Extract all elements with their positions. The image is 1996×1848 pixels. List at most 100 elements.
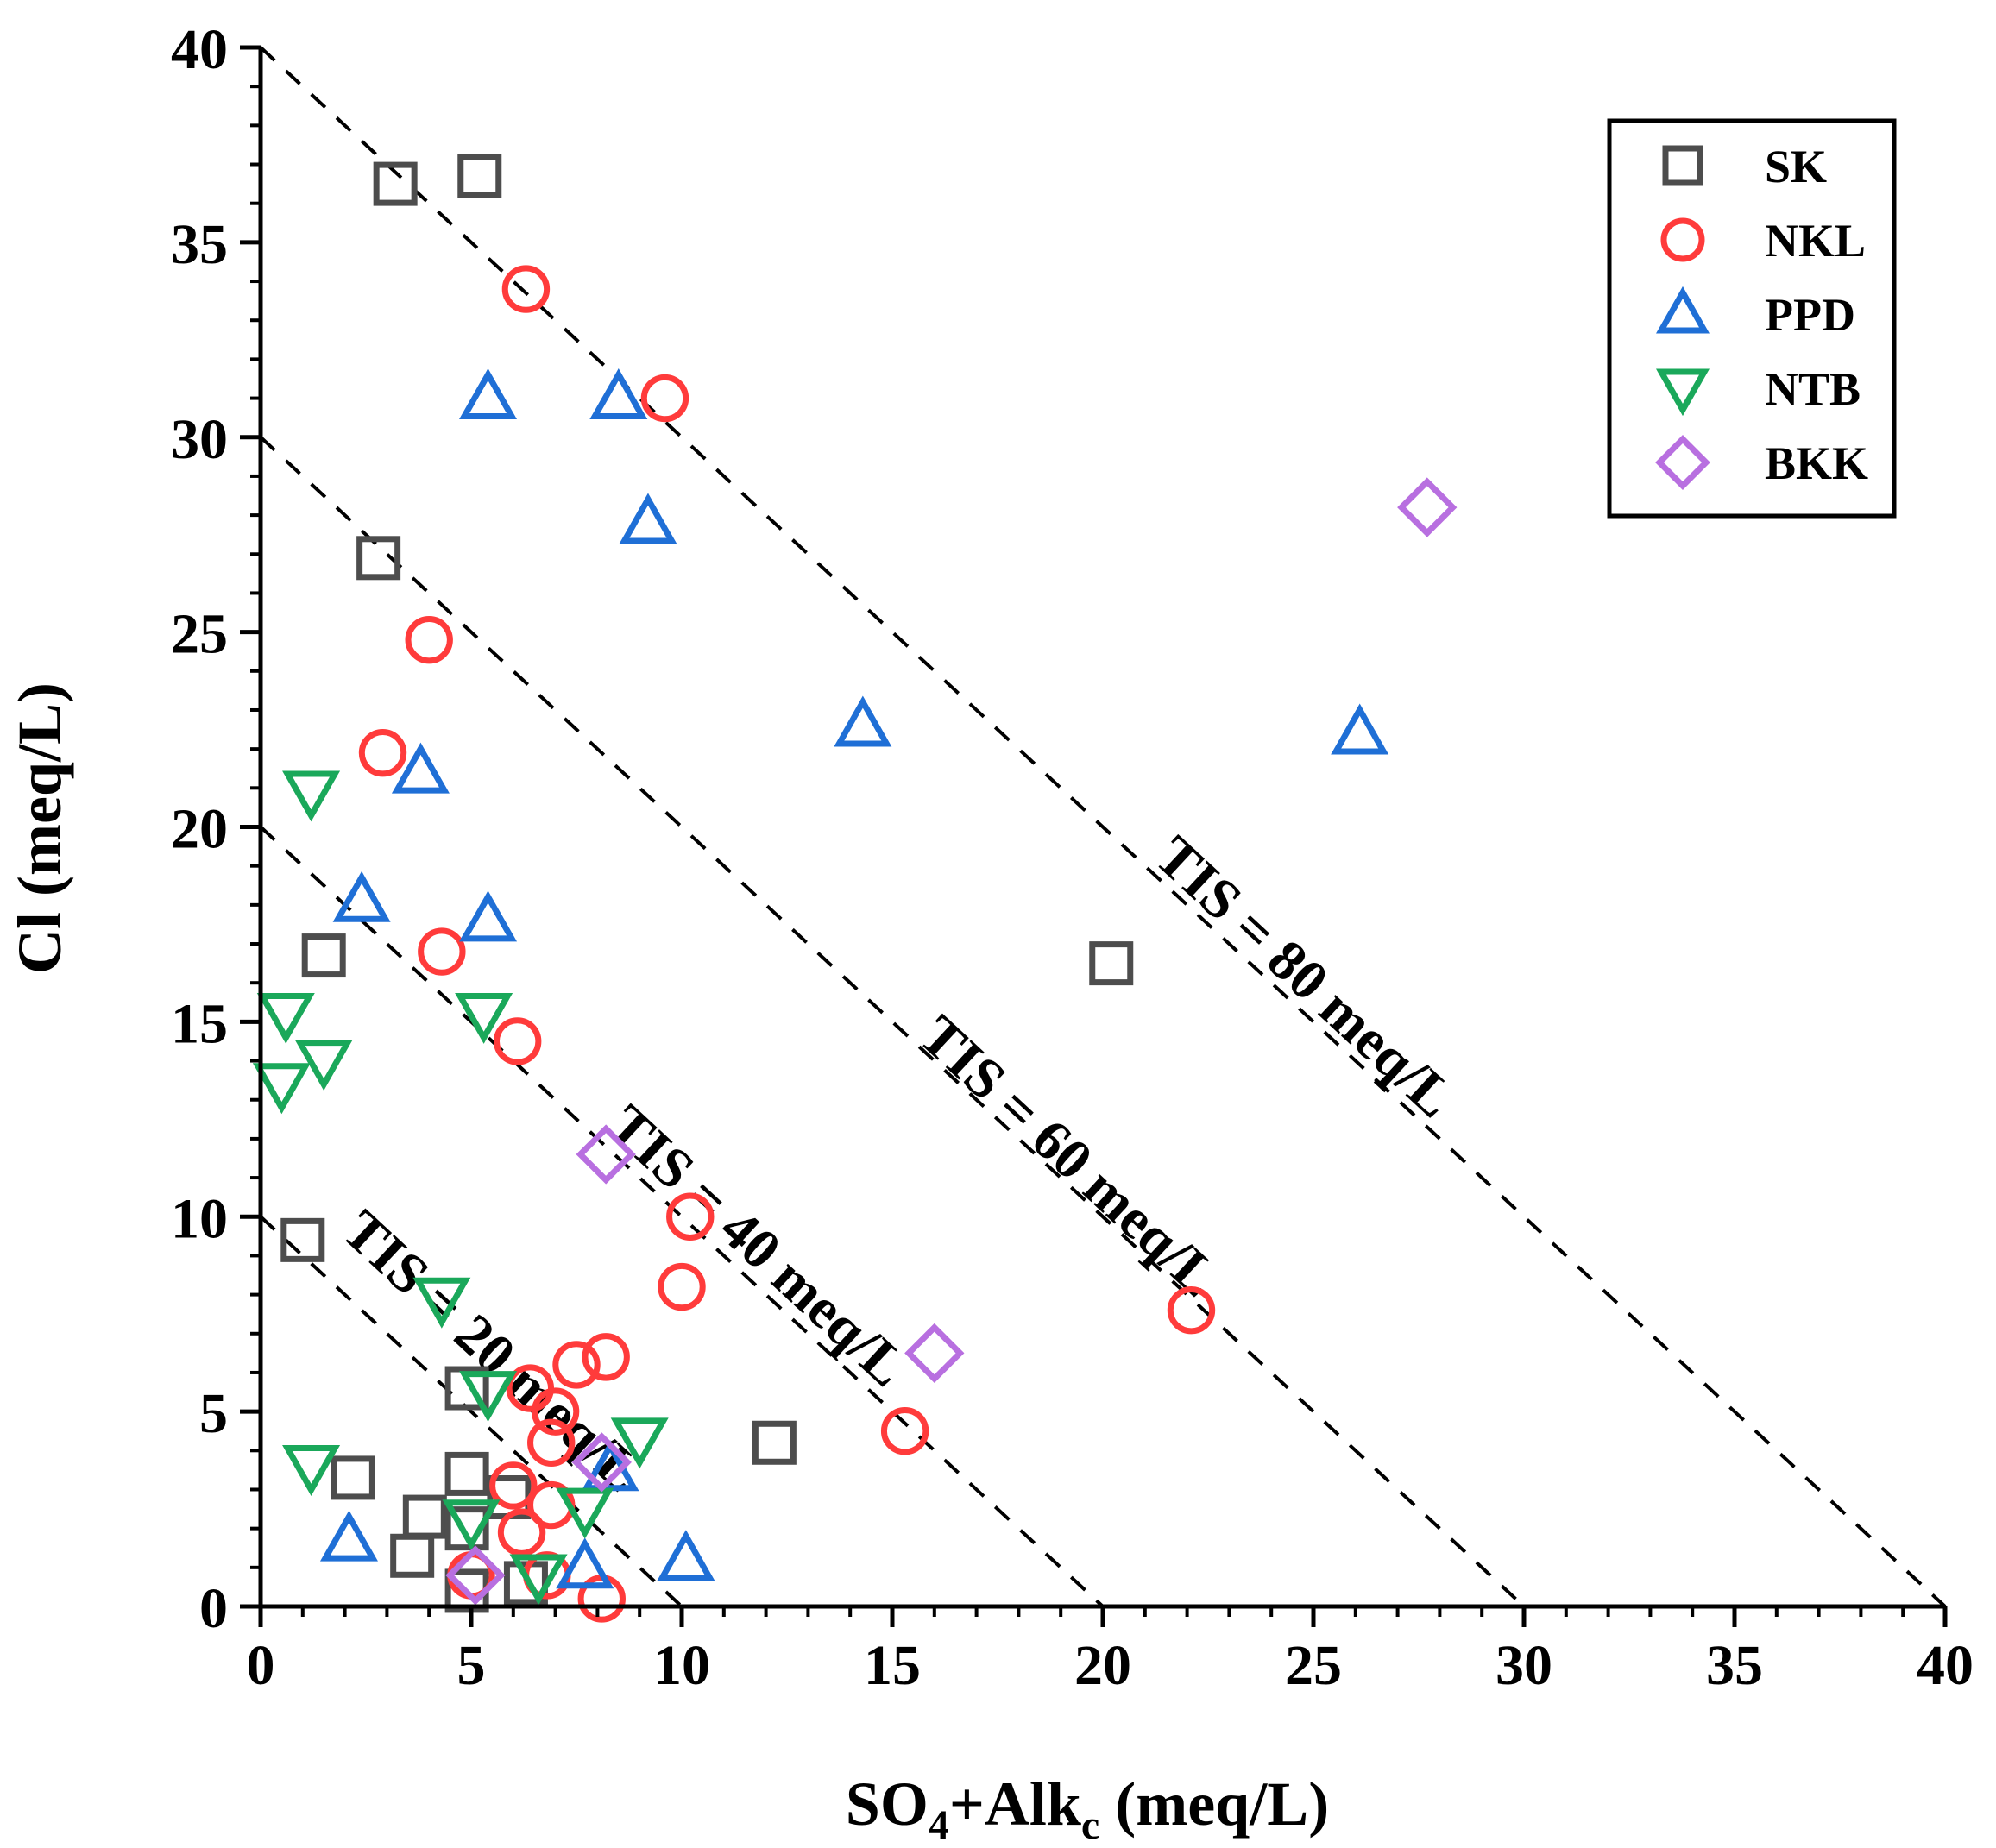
point-sk-4: [301, 933, 346, 978]
x-axis-title-sub2: c: [1081, 1802, 1099, 1848]
series-sk: [280, 154, 1134, 1613]
y-tick-label: 40: [171, 18, 228, 81]
point-nkl-2: [640, 374, 689, 423]
point-ntb-6: [412, 1277, 471, 1329]
point-ntb-12: [509, 1554, 568, 1606]
point-nkl-13: [531, 1387, 580, 1436]
point-ntb-2: [256, 992, 315, 1044]
point-ppd-11: [556, 1537, 614, 1589]
x-tick-label: 20: [1074, 1634, 1131, 1697]
point-ppd-1: [459, 368, 518, 419]
point-bkk-5: [445, 1545, 506, 1606]
point-sk-8: [752, 1420, 797, 1465]
y-tick-label: 30: [171, 408, 228, 471]
point-ntb-1: [282, 770, 341, 822]
point-ppd-3: [619, 493, 677, 544]
point-bkk-1: [1397, 477, 1458, 537]
y-tick-label: 5: [199, 1382, 228, 1445]
point-ntb-8: [610, 1417, 669, 1469]
point-ppd-5: [1331, 703, 1389, 755]
point-sk-1: [373, 161, 418, 206]
x-tick-label: 30: [1495, 1634, 1552, 1697]
x-axis-title-sub1: 4: [929, 1802, 949, 1848]
axes: 0 5 10 15 20 25 30 35 40 0 5 10 15 20 25 30 35 40: [171, 18, 1974, 1697]
point-nkl-1: [501, 265, 551, 313]
point-ppd-7: [332, 871, 391, 922]
point-bkk-4: [571, 1432, 632, 1493]
point-ntb-5: [455, 992, 513, 1044]
series-ppd: [319, 368, 1389, 1589]
x-tick-label: 10: [653, 1634, 710, 1697]
point-ntb-7: [459, 1371, 518, 1423]
reference-line-label-3: TIS = 60 meq/L: [908, 1003, 1231, 1309]
y-tick-label: 10: [171, 1187, 228, 1250]
y-tick-label: 15: [171, 992, 228, 1055]
reference-line-2: [259, 826, 1105, 1608]
legend-marker-bkk: [1655, 435, 1710, 490]
point-ppd-6: [391, 742, 450, 794]
legend-label-sk: SK: [1765, 141, 1827, 192]
point-ppd-4: [834, 695, 892, 747]
point-nkl-9: [1167, 1285, 1216, 1335]
point-sk-5: [1089, 941, 1134, 986]
reference-line-3: [259, 436, 1526, 1608]
point-nkl-5: [418, 927, 466, 976]
x-tick-label: 25: [1285, 1634, 1342, 1697]
point-nkl-11: [552, 1341, 601, 1389]
x-tick-label: 0: [247, 1634, 275, 1697]
legend: SK NKL PPD NTB BKK: [1607, 118, 1897, 519]
reference-line-label-4: TIS = 80 meq/L: [1143, 824, 1467, 1129]
x-axis-title-main: SO: [846, 1769, 929, 1839]
y-tick-label: 20: [171, 798, 228, 861]
y-tick-label: 35: [171, 213, 228, 276]
x-tick-label: 40: [1917, 1634, 1974, 1697]
x-axis-title-mid: +Alk: [949, 1769, 1081, 1839]
series-bkk: [445, 477, 1458, 1606]
point-sk-6: [280, 1217, 325, 1262]
point-ppd-12: [657, 1530, 715, 1581]
point-ntb-11: [556, 1487, 614, 1539]
point-sk-2: [457, 154, 502, 198]
point-ppd-2: [589, 368, 648, 419]
point-nkl-16: [489, 1461, 538, 1510]
x-tick-label: 15: [864, 1634, 921, 1697]
point-ppd-10: [319, 1510, 378, 1562]
point-nkl-14: [527, 1418, 576, 1467]
point-sk-3: [356, 536, 401, 581]
legend-label-nkl: NKL: [1765, 215, 1866, 267]
y-axis-title: Cl (meq/L): [5, 682, 74, 974]
point-nkl-18: [497, 1508, 546, 1556]
data-points: [252, 154, 1458, 1623]
point-ntb-3: [294, 1040, 353, 1091]
x-axis-title-tail: (meq/L): [1099, 1769, 1329, 1839]
point-sk-9: [331, 1455, 375, 1500]
point-nkl-4: [358, 728, 407, 777]
x-axis-title: SO4+Alkc (meq/L): [846, 1769, 1329, 1848]
point-ntb-4: [252, 1063, 311, 1115]
legend-marker-ppd: [1655, 286, 1710, 334]
point-nkl-15: [880, 1407, 929, 1455]
point-ppd-8: [459, 890, 518, 942]
point-ntb-9: [282, 1444, 341, 1496]
legend-marker-ntb: [1655, 368, 1710, 417]
point-sk-13: [390, 1533, 435, 1578]
legend-marker-sk: [1662, 145, 1703, 186]
point-nkl-8: [658, 1262, 706, 1311]
y-tick-label: 25: [171, 603, 228, 666]
point-bkk-2: [576, 1124, 636, 1185]
point-bkk-3: [904, 1323, 965, 1384]
legend-marker-nkl: [1660, 217, 1705, 262]
point-sk-14: [444, 1506, 489, 1551]
x-tick-label: 5: [457, 1634, 486, 1697]
point-nkl-6: [493, 1017, 542, 1065]
point-nkl-7: [666, 1192, 715, 1241]
reference-line-label-2: TIS = 40 meq/L: [596, 1093, 920, 1399]
point-nkl-12: [582, 1333, 630, 1381]
y-tick-label: 0: [199, 1577, 228, 1640]
series-ntb: [252, 770, 669, 1606]
legend-label-bkk: BKK: [1765, 437, 1868, 489]
point-sk-10: [444, 1451, 489, 1496]
series-nkl: [358, 265, 1216, 1623]
